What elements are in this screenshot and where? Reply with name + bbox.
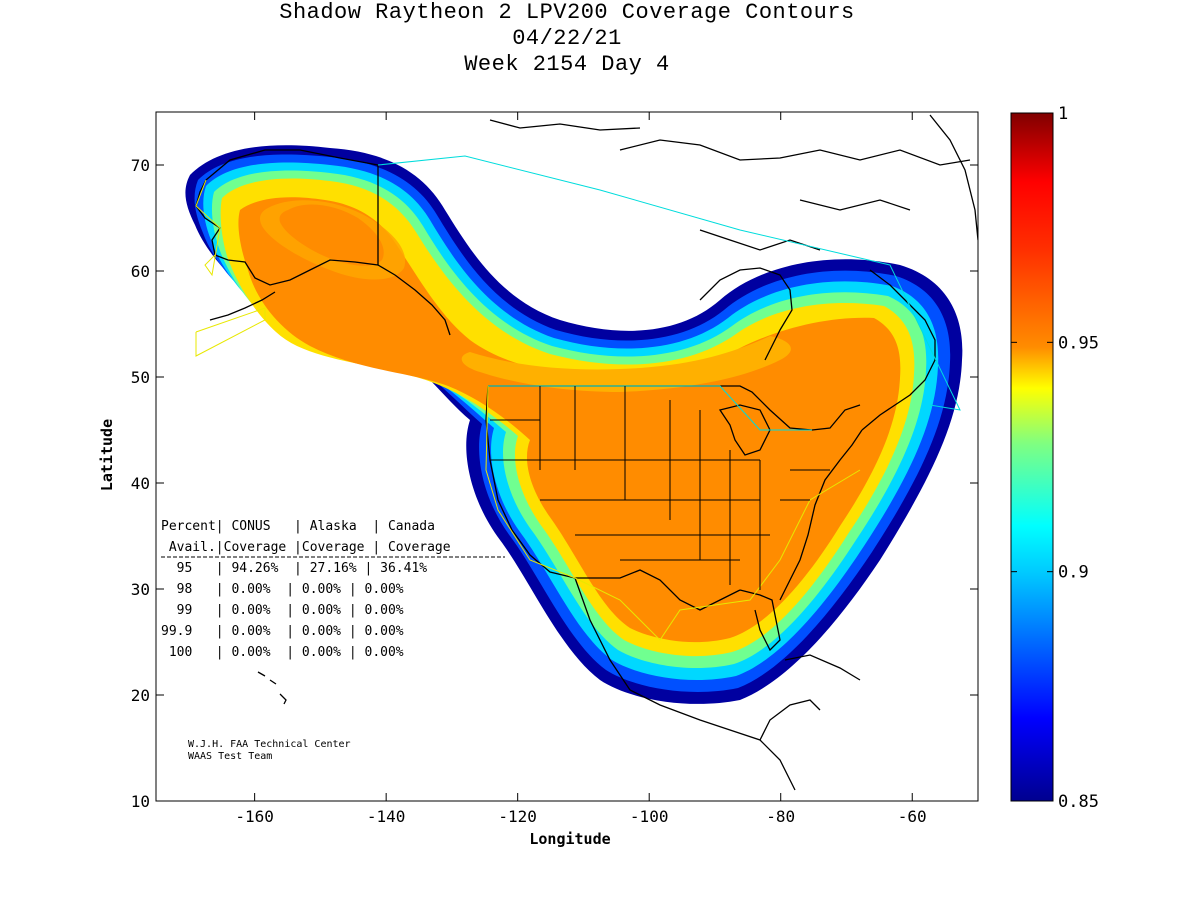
chart-title-week: Week 2154 Day 4 [464, 52, 670, 77]
y-tick-label: 10 [131, 792, 150, 811]
us-state-lines [490, 386, 830, 590]
chart-title-line1: Shadow Raytheon 2 LPV200 Coverage Contou… [279, 0, 855, 25]
y-axis-ticks: 10 20 30 40 50 60 70 [131, 156, 978, 811]
great-lakes [718, 404, 771, 456]
y-tick-label: 20 [131, 686, 150, 705]
y-tick-label: 50 [131, 368, 150, 387]
stats-row-98: 98 | 0.00% | 0.00% | 0.00% [161, 582, 404, 597]
colorbar-ticks: 0.85 0.9 0.95 1 [1011, 104, 1099, 812]
alaska-coastline [195, 149, 379, 286]
cuba [784, 654, 861, 681]
aleutian-islands [209, 291, 276, 321]
x-tick-label: -140 [367, 807, 406, 826]
hudson-bay [699, 267, 793, 361]
x-axis-label: Longitude [529, 830, 610, 848]
y-tick-label: 60 [131, 262, 150, 281]
canada-east-coast [861, 269, 936, 431]
chart-title-date: 04/22/21 [512, 26, 622, 51]
credits: W.J.H. FAA Technical Center WAAS Test Te… [188, 739, 351, 762]
us-east-coast [779, 429, 863, 601]
hawaii [257, 671, 287, 705]
stats-header-1: Percent| CONUS | Alaska | Canada [161, 519, 435, 534]
canada-fir-boundary [377, 155, 961, 411]
stats-header-2: Avail.|Coverage |Coverage | Coverage [161, 540, 451, 555]
stats-row-100: 100 | 0.00% | 0.00% | 0.00% [161, 645, 404, 660]
fir-boundaries [195, 155, 961, 641]
credits-line-1: W.J.H. FAA Technical Center [188, 739, 351, 750]
conus-fir-boundary [485, 385, 861, 641]
coverage-stats-table: Percent| CONUS | Alaska | Canada Avail.|… [161, 519, 505, 660]
x-tick-label: -80 [766, 807, 795, 826]
mexico-coast [574, 577, 796, 791]
y-axis-label: Latitude [98, 419, 116, 491]
x-tick-label: -120 [498, 807, 537, 826]
yucatan [759, 699, 821, 741]
coverage-band-orange [238, 197, 901, 643]
alaska-panhandle [377, 264, 451, 336]
y-tick-label: 30 [131, 580, 150, 599]
alaska-fir-boundary [195, 179, 266, 357]
stats-row-99-9: 99.9 | 0.00% | 0.00% | 0.00% [161, 624, 404, 639]
gulf-coast [739, 589, 781, 652]
y-tick-label: 70 [131, 156, 150, 175]
x-tick-label: -100 [630, 807, 669, 826]
colorbar-tick-label: 0.85 [1058, 792, 1099, 812]
x-tick-label: -160 [235, 807, 274, 826]
plot-frame [155, 111, 979, 802]
stats-row-99: 99 | 0.00% | 0.00% | 0.00% [161, 603, 404, 618]
us-canada-border [488, 385, 861, 431]
coverage-band-canada-yellow [461, 336, 791, 392]
stats-row-95: 95 | 94.26% | 27.16% | 36.41% [161, 561, 427, 576]
credits-line-2: WAAS Test Team [188, 751, 272, 762]
coverage-band-alaska-core [260, 200, 406, 280]
x-axis-ticks: -160 -140 -120 -100 -80 -60 [235, 112, 927, 826]
colorbar-tick-label: 0.95 [1058, 333, 1099, 353]
colorbar [1010, 112, 1054, 802]
x-tick-label: -60 [898, 807, 927, 826]
y-tick-label: 40 [131, 474, 150, 493]
arctic-islands [489, 119, 971, 251]
coverage-contours [185, 145, 963, 704]
us-fir-boundary [488, 385, 812, 431]
colorbar-tick-label: 0.9 [1058, 563, 1089, 583]
greenland [929, 114, 978, 241]
us-mexico-border [575, 569, 741, 611]
colorbar-tick-label: 1 [1058, 104, 1068, 124]
